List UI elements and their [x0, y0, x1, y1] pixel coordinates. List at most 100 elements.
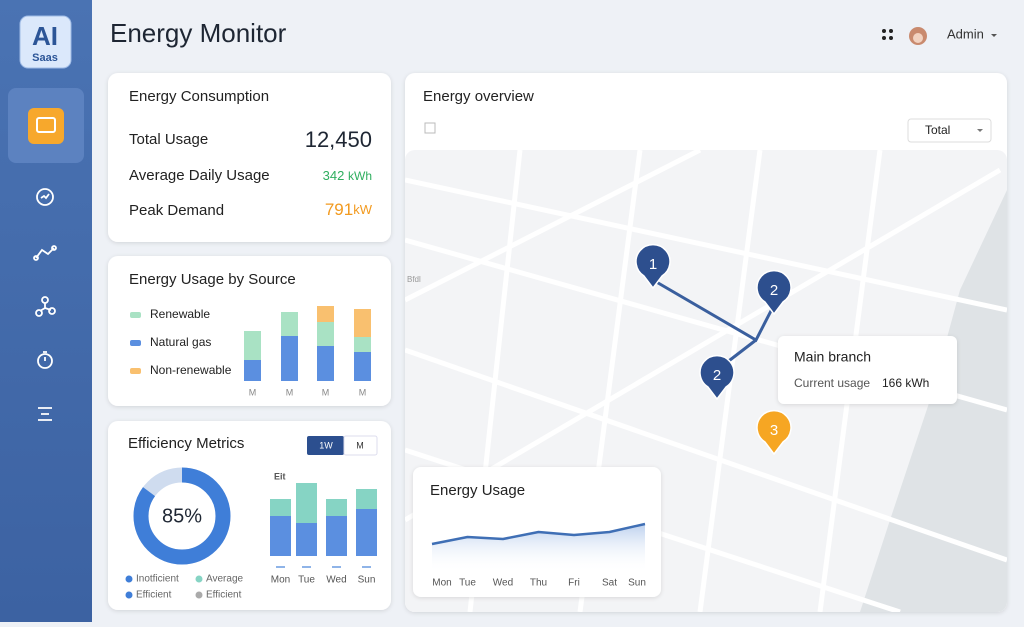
card-title: Energy Usage — [430, 482, 525, 499]
legend-label: Inotficient — [136, 574, 179, 585]
area — [432, 524, 645, 572]
x-tick-label: M — [249, 387, 257, 397]
nav-icons[interactable] — [33, 188, 57, 421]
x-tick-label: Sun — [628, 578, 646, 589]
bar-segment — [356, 509, 377, 556]
legend-label: Natural gas — [150, 335, 211, 349]
bar-segment — [296, 483, 317, 523]
legend-label: Efficient — [206, 590, 242, 601]
legend-swatch — [130, 368, 141, 374]
legend-dot — [125, 575, 133, 583]
card-title: Efficiency Metrics — [128, 435, 244, 452]
efficiency-chart: 85% Inotficient Average Efficient Efficient E… — [125, 467, 377, 601]
bar-segment — [356, 489, 377, 509]
usage-chart: Mon Tue Wed Thu Fri Sat Sun — [431, 522, 646, 589]
toggle-label: M — [356, 440, 364, 450]
legend-swatch — [130, 312, 141, 318]
bar-segment — [281, 336, 298, 381]
map-marker — [635, 243, 671, 290]
marker-label: 2 — [770, 282, 778, 299]
row-value: 791kW — [325, 200, 373, 219]
icon — [424, 122, 436, 134]
x-tick-label: Tue — [298, 575, 315, 586]
card — [108, 73, 391, 242]
apps-icon[interactable] — [882, 29, 893, 40]
map-marker — [756, 409, 792, 456]
row-label: Peak Demand — [129, 202, 224, 219]
marker-label: 3 — [770, 422, 778, 439]
tooltip-label: Current usage — [794, 376, 870, 390]
map-marker — [699, 354, 735, 401]
marker-label: 1 — [649, 256, 657, 273]
caret — [991, 34, 997, 37]
value: 342 — [323, 168, 345, 183]
bar-segment — [354, 352, 371, 381]
map-label: Bfdl — [407, 275, 421, 284]
markers: 1 2 2 3 — [635, 243, 792, 456]
row-value: 342 kWh — [323, 168, 372, 183]
icon — [36, 117, 56, 133]
legend-dot — [195, 591, 203, 599]
toggle-label: 1W — [319, 440, 333, 450]
line — [431, 522, 646, 546]
row-label: Total Usage — [129, 131, 208, 148]
x-tick-label: M — [322, 387, 330, 397]
x-tick-label: Sun — [358, 575, 376, 586]
unit: kW — [353, 202, 373, 217]
legend-label: Efficient — [136, 590, 172, 601]
donut-label: 85% — [162, 505, 202, 527]
bar-segment — [326, 516, 347, 556]
filter-label: Total — [925, 123, 950, 137]
x-tick-label: Wed — [326, 575, 346, 586]
toggle[interactable] — [343, 435, 378, 456]
bar-segment — [281, 312, 298, 336]
donut-value — [133, 467, 231, 565]
card-title: Energy overview — [423, 88, 534, 105]
value: 791 — [325, 200, 353, 219]
source-chart: Renewable Natural gas Non-renewable M M M M — [130, 306, 371, 397]
filter-dropdown[interactable] — [907, 118, 992, 143]
bar-segment — [244, 360, 261, 381]
bar-segment — [317, 346, 334, 381]
marker-label: 2 — [713, 367, 721, 384]
legend-label: Average — [206, 574, 244, 585]
user-name[interactable]: Admin — [947, 26, 984, 41]
legend-dot — [125, 591, 133, 599]
bar-segment — [326, 499, 347, 516]
legend-label: Renewable — [150, 307, 210, 321]
x-tick-label: Mon — [432, 578, 451, 589]
bar-segment — [270, 516, 291, 556]
legend-swatch — [130, 340, 141, 346]
x-tick-label: Fri — [568, 578, 580, 589]
logo-subtitle: Saas — [32, 52, 58, 64]
logo[interactable] — [19, 15, 72, 69]
x-tick-label: Wed — [493, 578, 513, 589]
logo-title: AI — [32, 21, 58, 51]
tooltip-title: Main branch — [794, 349, 871, 365]
bar-segment — [244, 331, 261, 360]
x-tick-label: Tue — [459, 578, 476, 589]
map-marker — [756, 269, 792, 316]
row-label: Average Daily Usage — [129, 167, 270, 184]
legend-dot — [195, 575, 203, 583]
page-title: Energy Monitor — [110, 18, 287, 48]
caret — [977, 129, 983, 132]
tooltip — [778, 336, 957, 404]
legend-label: Non-renewable — [150, 363, 232, 377]
bar-segment — [317, 322, 334, 346]
bars-label: Eit — [274, 471, 286, 481]
x-tick-label: Mon — [271, 575, 290, 586]
bar-segment — [354, 337, 371, 352]
unit: kWh — [348, 169, 372, 183]
bar-segment — [296, 523, 317, 556]
card-title: Energy Usage by Source — [129, 271, 296, 288]
card-title: Energy Consumption — [129, 88, 269, 105]
x-tick-label: M — [286, 387, 294, 397]
x-tick-label: Thu — [530, 578, 547, 589]
bar-segment — [270, 499, 291, 516]
x-tick-label: M — [359, 387, 367, 397]
bar-segment — [354, 309, 371, 337]
toggle-active[interactable] — [307, 436, 344, 455]
